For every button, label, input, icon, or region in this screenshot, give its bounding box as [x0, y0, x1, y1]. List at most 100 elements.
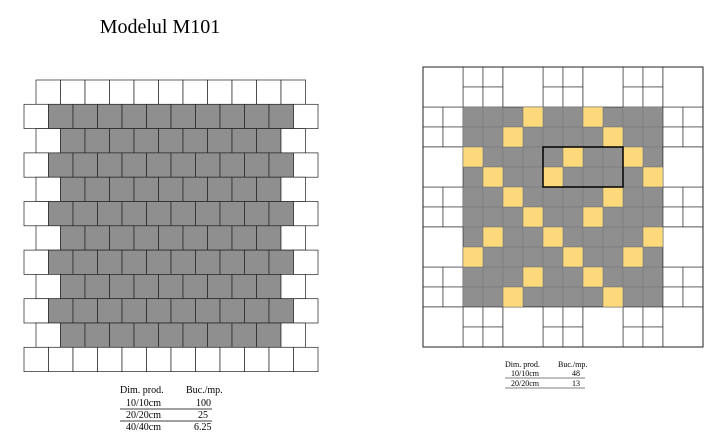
- tile: [622, 226, 644, 248]
- tile: [682, 126, 704, 148]
- tile: [170, 201, 196, 227]
- tile: [562, 286, 584, 308]
- tile: [482, 206, 504, 228]
- tile: [158, 176, 184, 202]
- tile: [72, 346, 98, 372]
- tile: [133, 79, 159, 105]
- tile: [542, 266, 564, 288]
- tile: [35, 176, 61, 202]
- tile: [642, 246, 664, 268]
- tile: [642, 266, 664, 288]
- tile: [97, 346, 123, 372]
- header: Dim. prod.: [505, 360, 540, 369]
- tile: [542, 246, 564, 268]
- tile: [422, 226, 464, 268]
- tile: [502, 266, 524, 288]
- tile: [109, 176, 135, 202]
- tile: [642, 66, 664, 88]
- tile: [542, 186, 564, 208]
- tile: [482, 326, 504, 348]
- tile: [522, 206, 544, 228]
- tile: [442, 266, 464, 288]
- tile: [244, 152, 270, 178]
- tile: [60, 322, 86, 348]
- tile: [462, 246, 484, 268]
- tile: [462, 306, 484, 328]
- tile: [84, 79, 110, 105]
- tile: [231, 274, 257, 300]
- tile: [562, 86, 584, 108]
- tile: [293, 249, 319, 275]
- tile: [207, 225, 233, 251]
- tile: [170, 298, 196, 324]
- tile: [622, 66, 644, 88]
- tile: [48, 346, 74, 372]
- tile: [121, 298, 147, 324]
- tile: [280, 128, 306, 154]
- tile: [662, 146, 704, 188]
- frame: [422, 66, 704, 348]
- tile: [146, 249, 172, 275]
- tile: [146, 201, 172, 227]
- tile: [482, 166, 504, 188]
- tile: [602, 166, 624, 188]
- tile: [422, 66, 464, 108]
- tile: [662, 206, 684, 228]
- tile: [542, 86, 564, 108]
- tile: [642, 206, 664, 228]
- tile: [422, 306, 464, 348]
- tile: [422, 126, 444, 148]
- tile: [582, 286, 604, 308]
- tile: [682, 186, 704, 208]
- tile: [462, 146, 484, 168]
- tile: [562, 66, 584, 88]
- tile: [268, 346, 294, 372]
- tile: [602, 146, 624, 168]
- tile: [542, 226, 564, 248]
- tile: [522, 286, 544, 308]
- tile: [682, 266, 704, 288]
- tile: [231, 225, 257, 251]
- tile: [622, 206, 644, 228]
- tile: [642, 306, 664, 328]
- tile: [35, 79, 61, 105]
- tile: [582, 126, 604, 148]
- tile: [256, 176, 282, 202]
- tile: [662, 226, 704, 268]
- tile: [244, 346, 270, 372]
- tile: [293, 152, 319, 178]
- tile: [48, 249, 74, 275]
- tile: [84, 176, 110, 202]
- tile: [562, 326, 584, 348]
- cell: 13: [572, 379, 580, 388]
- tile: [622, 146, 644, 168]
- tile: [422, 206, 444, 228]
- frame: [542, 146, 624, 188]
- tile: [602, 226, 624, 248]
- cell: 10/10cm: [126, 398, 161, 409]
- tile: [602, 206, 624, 228]
- tile: [244, 249, 270, 275]
- tile: [562, 206, 584, 228]
- tile: [562, 266, 584, 288]
- tile: [231, 79, 257, 105]
- tile: [256, 322, 282, 348]
- tile: [219, 201, 245, 227]
- tile: [170, 249, 196, 275]
- tile: [280, 274, 306, 300]
- tile: [642, 166, 664, 188]
- tile: [462, 126, 484, 148]
- tile: [522, 166, 544, 188]
- tile: [97, 103, 123, 129]
- tile: [562, 246, 584, 268]
- tile: [121, 249, 147, 275]
- tile: [97, 298, 123, 324]
- header: Dim. prod.: [120, 385, 164, 396]
- tile: [462, 86, 484, 108]
- tile: [48, 103, 74, 129]
- tile: [182, 225, 208, 251]
- tile: [422, 106, 444, 128]
- header: Buc./mp.: [186, 385, 223, 396]
- tile: [622, 306, 644, 328]
- tile: [462, 286, 484, 308]
